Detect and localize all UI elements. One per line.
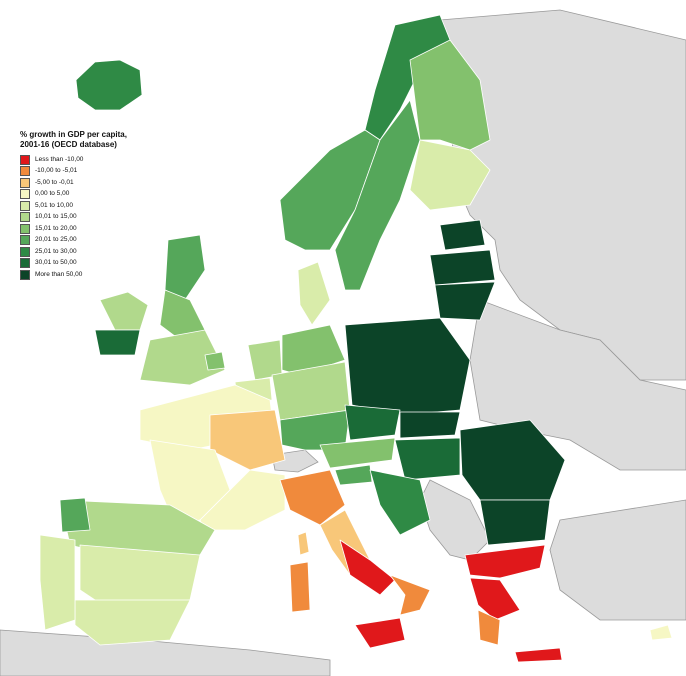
region-greece-peloponnese (477, 609, 501, 646)
region-italy-south (339, 539, 396, 596)
region-italy-heel (389, 574, 431, 616)
legend-item: Less than -10,00 (20, 154, 160, 165)
legend-label: 30,01 to 50,00 (35, 259, 77, 266)
legend-swatch (20, 212, 30, 222)
region-corsica (297, 531, 310, 556)
region-austria (319, 437, 396, 469)
legend-title: % growth in GDP per capita, 2001-16 (OEC… (20, 130, 160, 150)
legend-swatch (20, 246, 30, 257)
legend-label: 25,01 to 30,00 (35, 247, 77, 255)
region-estonia (439, 219, 486, 251)
legend-swatch (20, 258, 30, 268)
region-poland (344, 317, 471, 416)
legend-label: -5,00 to -0,01 (35, 178, 74, 186)
region-crete (514, 647, 563, 663)
turkey-region (549, 499, 686, 621)
region-croatia (369, 469, 431, 536)
region-sweden (334, 99, 421, 291)
non-data-countries (0, 9, 686, 676)
region-iceland (75, 59, 143, 111)
region-greece-south (469, 577, 521, 621)
data-regions (39, 14, 673, 663)
legend-item: 15,01 to 20,00 (20, 223, 160, 234)
region-latvia (429, 249, 496, 286)
region-lithuania (434, 281, 496, 321)
legend-item: -10,00 to -5,01 (20, 166, 160, 177)
legend-item: 25,01 to 30,00 (20, 246, 160, 257)
region-finland-south (409, 139, 491, 211)
legend-label: 15,01 to 20,00 (35, 224, 77, 232)
region-finland-north (409, 39, 491, 151)
region-denmark (297, 261, 331, 326)
legend-item: 30,01 to 50,00 (20, 258, 160, 269)
region-slovenia (334, 464, 373, 486)
legend-swatch (20, 154, 30, 165)
legend-swatch (20, 223, 30, 234)
legend-item: 0,00 to 5,00 (20, 189, 160, 200)
legend-label: 20,01 to 25,00 (35, 236, 77, 243)
legend-swatch (20, 235, 30, 245)
legend-swatch (20, 166, 30, 176)
legend-item: 20,01 to 25,00 (20, 235, 160, 246)
legend-label: 10,01 to 15,00 (35, 213, 77, 220)
region-ireland-west (99, 291, 149, 331)
legend-label: Less than -10,00 (35, 155, 84, 163)
legend-item: More than 50,00 (20, 269, 160, 280)
legend-title-line1: % growth in GDP per capita, (20, 130, 127, 139)
region-hungary (394, 437, 461, 481)
legend-item: 5,01 to 10,00 (20, 200, 160, 211)
legend-label: More than 50,00 (35, 270, 83, 278)
region-london (204, 351, 226, 371)
legend-swatch (20, 189, 30, 199)
legend-items: Less than -10,00 -10,00 to -5,01 -5,00 to … (20, 154, 160, 280)
region-cyprus (649, 624, 673, 641)
legend-item: -5,00 to -0,01 (20, 177, 160, 188)
legend-title-line2: 2001-16 (OECD database) (20, 140, 117, 149)
legend-swatch (20, 200, 30, 211)
region-ireland-east (94, 329, 141, 356)
region-spain-south (74, 599, 191, 646)
region-italy-north (279, 469, 346, 526)
region-slovakia (399, 411, 461, 439)
region-spain-galicia (59, 497, 91, 533)
map-legend: % growth in GDP per capita, 2001-16 (OEC… (20, 130, 160, 281)
region-scotland (164, 234, 206, 301)
region-france-east (209, 409, 286, 471)
region-sardinia (289, 561, 311, 613)
region-czechia (344, 404, 401, 441)
legend-label: -10,00 to -5,01 (35, 167, 78, 174)
region-norway-north (364, 14, 451, 141)
region-sicily (354, 617, 406, 649)
legend-label: 0,00 to 5,00 (35, 190, 70, 197)
region-greece-north (464, 544, 546, 579)
region-portugal (39, 534, 76, 631)
legend-swatch (20, 177, 30, 188)
region-bulgaria (479, 499, 551, 546)
legend-label: 5,01 to 10,00 (35, 201, 73, 209)
region-england-south (139, 329, 226, 386)
legend-swatch (20, 269, 30, 280)
legend-item: 10,01 to 15,00 (20, 212, 160, 223)
